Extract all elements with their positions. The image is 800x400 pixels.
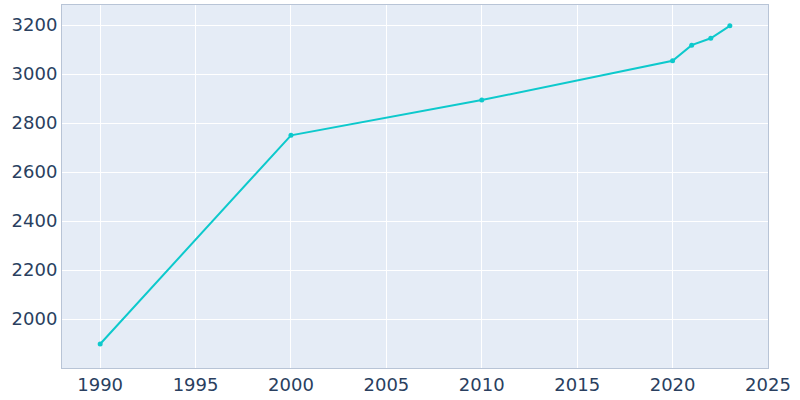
svg-text:2015: 2015 <box>554 374 600 395</box>
svg-text:2600: 2600 <box>12 161 58 182</box>
svg-text:2000: 2000 <box>12 308 58 329</box>
svg-text:1990: 1990 <box>77 374 123 395</box>
svg-text:2400: 2400 <box>12 210 58 231</box>
svg-text:2005: 2005 <box>363 374 409 395</box>
svg-text:1995: 1995 <box>173 374 219 395</box>
svg-text:3000: 3000 <box>12 63 58 84</box>
svg-text:2800: 2800 <box>12 112 58 133</box>
svg-text:2020: 2020 <box>650 374 696 395</box>
svg-text:3200: 3200 <box>12 14 58 35</box>
svg-text:2000: 2000 <box>268 374 314 395</box>
svg-text:2010: 2010 <box>459 374 505 395</box>
svg-text:2200: 2200 <box>12 259 58 280</box>
svg-text:2025: 2025 <box>745 374 791 395</box>
